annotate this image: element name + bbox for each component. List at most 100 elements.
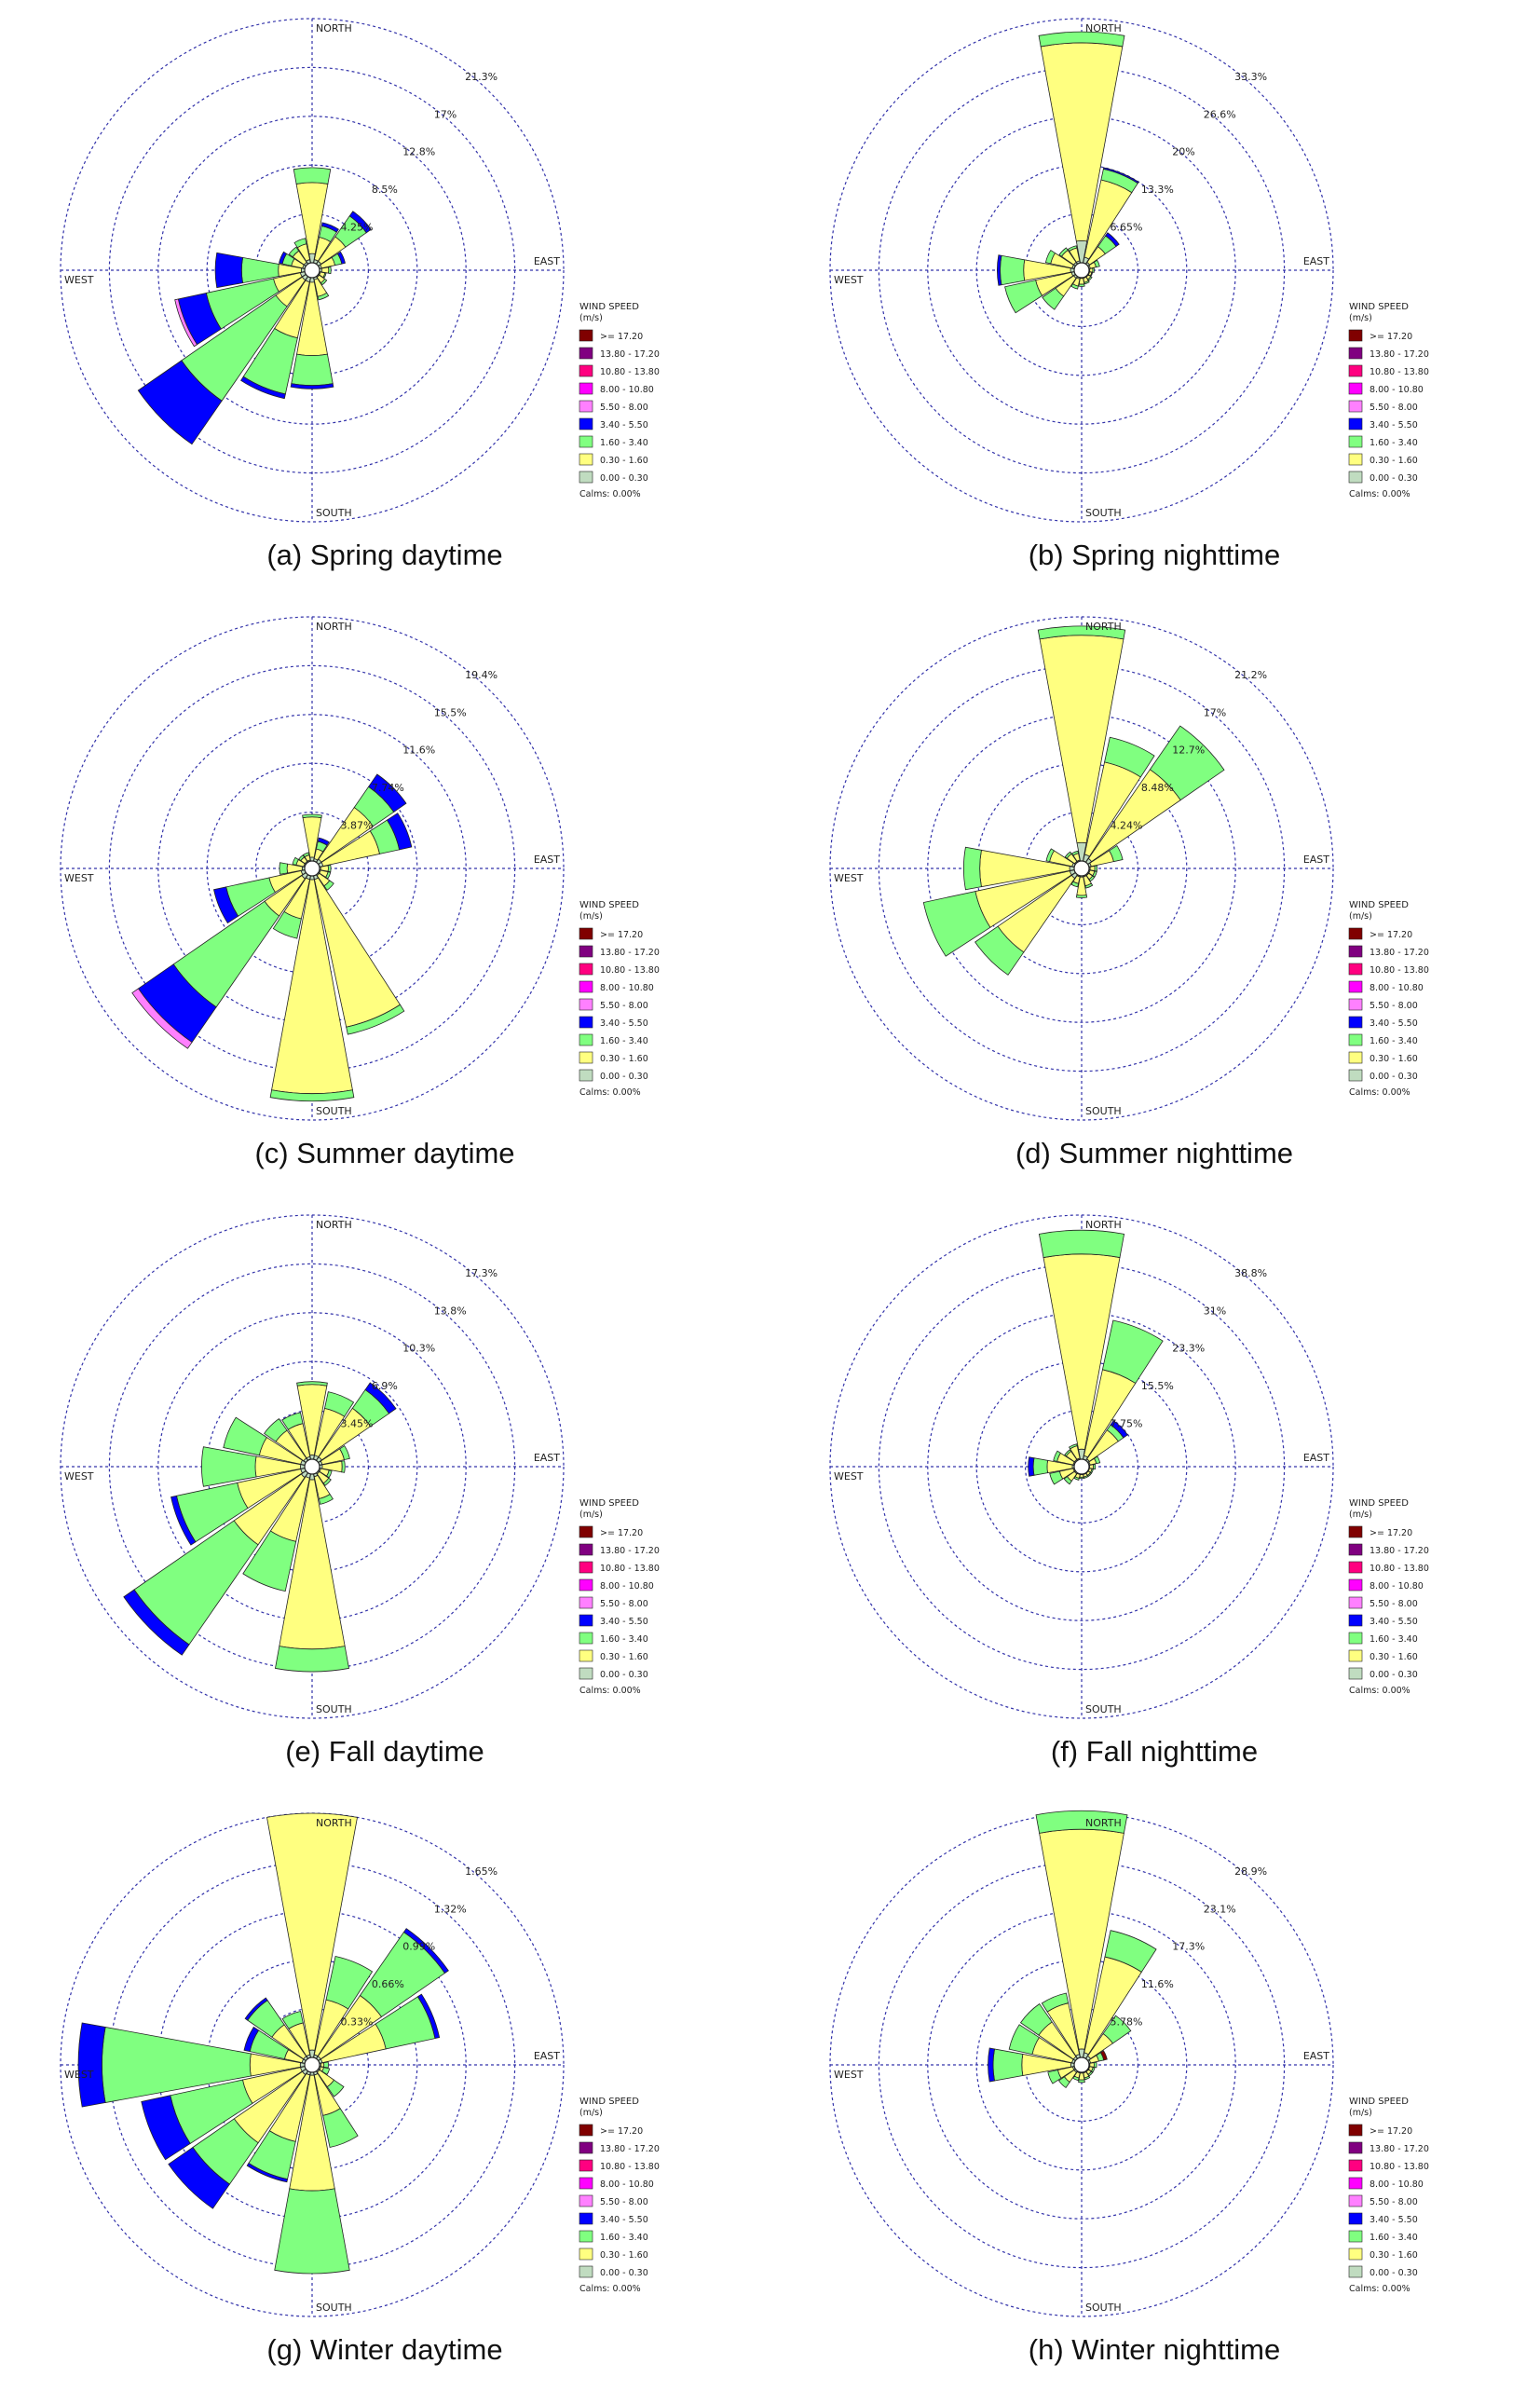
petal-segment-w (997, 254, 1002, 286)
petal-segment-w (992, 2048, 1024, 2082)
petal-segment-n (293, 167, 332, 184)
legend-title: WIND SPEED (1349, 900, 1409, 910)
legend-label: 13.80 - 17.20 (600, 948, 660, 958)
windrose-chart: NORTH EAST SOUTH WEST 4.24% 8.48% 12.7% 17% 21.2… (829, 616, 1429, 1121)
legend-swatch (1348, 453, 1363, 466)
legend-title: WIND SPEED (579, 302, 639, 312)
legend-swatch (1348, 980, 1363, 993)
petal-segment-ssw (240, 376, 286, 400)
legend-swatch (579, 2230, 593, 2243)
ring-label: 7.74% (372, 782, 404, 794)
legend-label: 5.50 - 8.00 (1370, 403, 1418, 413)
petal-segment-w (77, 2022, 106, 2108)
direction-label: NORTH (316, 22, 352, 34)
petal-segment-ne (364, 1382, 397, 1414)
legend-calms: Calms: 0.00% (579, 2284, 641, 2294)
legend-label: 0.30 - 1.60 (1370, 1054, 1418, 1064)
petals (131, 773, 413, 1102)
legend-unit: (m/s) (1349, 911, 1372, 922)
petal-segment-e (1094, 865, 1098, 872)
legend-swatch (579, 1596, 593, 1609)
petal-segment-nw (244, 1997, 268, 2021)
petal-segment-w (1000, 254, 1026, 286)
legend-label: 13.80 - 17.20 (1370, 349, 1429, 360)
petal-segment-nne (317, 837, 330, 846)
legend-swatch (1348, 2141, 1363, 2154)
center-circle (1073, 2056, 1090, 2073)
legend-label: >= 17.20 (1370, 2126, 1412, 2137)
ring-label: 17.3% (1172, 1941, 1205, 1953)
direction-label: NORTH (316, 1817, 352, 1829)
legend-swatch (1348, 382, 1363, 395)
petal-segment-s (290, 383, 334, 389)
petals (1028, 1229, 1164, 1485)
legend-label: 0.00 - 0.30 (1370, 2268, 1418, 2278)
legend-swatch (1348, 1632, 1363, 1645)
petal-segment-sw (1057, 2076, 1070, 2089)
petal-segment-s (1078, 283, 1085, 287)
petal-segment-w (988, 2047, 995, 2083)
windrose-panel-fall-day: NORTH EAST SOUTH WEST 3.45% 6.9% 10.3% 13.8% 17.… (0, 1196, 770, 1778)
windrose-chart: NORTH EAST SOUTH WEST 6.65% 13.3% 20% 26.6% 33.3… (829, 18, 1429, 523)
petal-segment-ssw (1070, 283, 1079, 290)
petal-segment-sw (137, 360, 223, 445)
legend-swatch (1348, 1561, 1363, 1574)
legend-swatch (1348, 2124, 1363, 2137)
legend-label: 0.00 - 0.30 (1370, 473, 1418, 484)
direction-label: SOUTH (1085, 1105, 1122, 1117)
direction-label: EAST (534, 854, 560, 866)
petal-segment-ssw (1072, 2075, 1080, 2082)
petal-segment-ssw (246, 2162, 289, 2183)
direction-label: SOUTH (316, 1703, 352, 1715)
petal-segment-nnw (302, 852, 310, 858)
center-circle (304, 2056, 320, 2073)
legend-title: WIND SPEED (579, 2097, 639, 2107)
legend-calms: Calms: 0.00% (579, 489, 641, 499)
legend-unit: (m/s) (1349, 313, 1372, 323)
direction-label: NORTH (316, 1219, 352, 1231)
legend-label: 0.30 - 1.60 (600, 2250, 648, 2261)
legend-label: 0.30 - 1.60 (1370, 456, 1418, 466)
windrose-panel-fall-night: NORTH EAST SOUTH WEST 7.75% 15.5% 23.3% 31% 38.8… (770, 1196, 1539, 1778)
panel-caption: (e) Fall daytime (285, 1735, 484, 1768)
legend-label: 5.50 - 8.00 (600, 403, 648, 413)
direction-label: WEST (64, 2069, 94, 2081)
legend-label: 3.40 - 5.50 (600, 1018, 648, 1029)
petal-segment-nne (1101, 1319, 1164, 1385)
legend-unit: (m/s) (579, 2108, 603, 2118)
petal-segment-wsw (1049, 1470, 1064, 1485)
petal-segment-se (320, 278, 328, 286)
ring-label: 20% (1172, 146, 1194, 158)
legend-swatch (1348, 1033, 1363, 1046)
ring-label: 7.75% (1111, 1417, 1143, 1429)
direction-label: NORTH (316, 621, 352, 633)
legend-swatch (579, 1632, 593, 1645)
petal-segment-wsw (213, 886, 239, 924)
petal-segment-n (302, 813, 322, 819)
petal-segment-ne (1102, 2015, 1132, 2044)
windrose-chart: NORTH EAST SOUTH WEST 5.78% 11.6% 17.3% 23.1% 28… (829, 1810, 1429, 2317)
petal-segment-nw (264, 1418, 288, 1442)
windrose-panel-summer-day: NORTH EAST SOUTH WEST 3.87% 7.74% 11.6% 15.5% 19… (0, 598, 770, 1180)
petal-segment-sse (346, 1004, 405, 1035)
legend-unit: (m/s) (1349, 2108, 1372, 2118)
petal-segment-n (296, 1381, 328, 1387)
legend-label: 0.00 - 0.30 (600, 1072, 648, 1082)
legend-swatch (579, 400, 593, 413)
petal-segment-sse (1084, 882, 1094, 889)
petal-segment-nw (288, 246, 300, 258)
petal-segment-ese (322, 272, 327, 279)
legend-swatch (579, 453, 593, 466)
ring-label: 19.4% (465, 669, 497, 681)
legend-swatch (1348, 963, 1363, 976)
petal-segment-ese (321, 2067, 331, 2075)
direction-label: WEST (834, 1470, 864, 1482)
legend-swatch (1348, 347, 1363, 360)
direction-label: SOUTH (316, 1105, 352, 1117)
legend-label: 3.40 - 5.50 (1370, 2215, 1418, 2225)
petal-segment-sse (1083, 1475, 1089, 1479)
direction-label: SOUTH (1085, 507, 1122, 519)
direction-label: WEST (834, 872, 864, 884)
petal-segment-nw (1064, 1449, 1072, 1457)
petal-segment-w (214, 252, 244, 289)
